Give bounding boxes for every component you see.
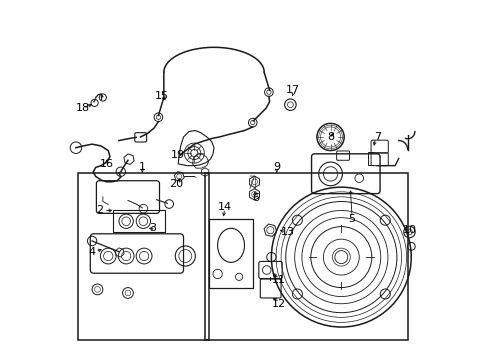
Text: 12: 12 (271, 299, 285, 309)
Text: 9: 9 (273, 162, 280, 172)
Text: 11: 11 (271, 275, 285, 285)
Text: 20: 20 (169, 179, 183, 189)
Text: 8: 8 (326, 132, 333, 142)
Text: 14: 14 (217, 202, 231, 212)
Bar (208, 220, 253, 288)
Text: 4: 4 (88, 247, 96, 257)
Text: 3: 3 (149, 224, 156, 233)
Bar (78, 173, 208, 339)
Text: 18: 18 (75, 103, 89, 113)
Text: 1: 1 (139, 162, 145, 172)
Text: 2: 2 (96, 206, 102, 216)
Text: 16: 16 (99, 159, 113, 169)
Text: 5: 5 (348, 215, 355, 224)
Text: 6: 6 (251, 193, 258, 203)
Text: 17: 17 (285, 85, 299, 95)
Text: 7: 7 (373, 132, 380, 142)
Text: 13: 13 (280, 227, 294, 237)
Text: 10: 10 (402, 225, 416, 235)
Bar (113, 211, 164, 232)
Bar (204, 173, 407, 339)
Text: 19: 19 (171, 150, 185, 160)
Text: 15: 15 (155, 91, 169, 101)
